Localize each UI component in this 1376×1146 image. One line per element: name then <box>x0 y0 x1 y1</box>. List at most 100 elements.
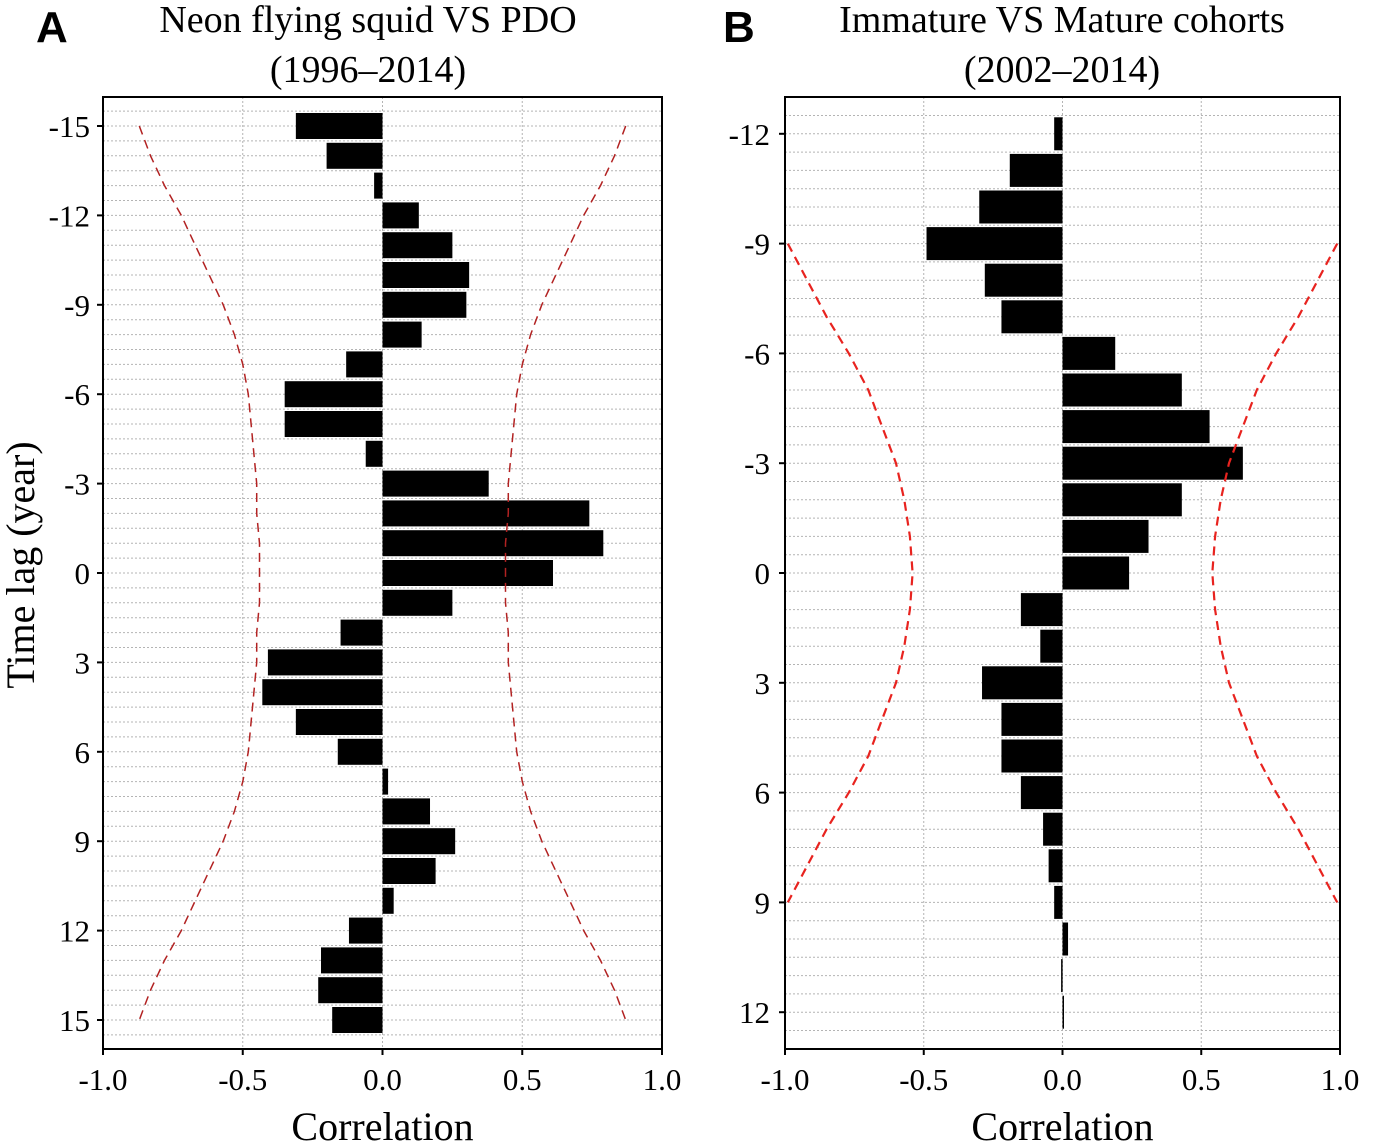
x-tick-label: 1.0 <box>643 1062 682 1097</box>
y-tick-label: -9 <box>64 288 90 323</box>
chart-title-line2: (1996–2014) <box>270 49 466 91</box>
y-tick-label: 12 <box>59 914 90 949</box>
bar-lag--10 <box>382 262 470 288</box>
bar-lag-3 <box>267 649 383 676</box>
bar-lag-13 <box>321 947 383 974</box>
x-tick-label: -1.0 <box>78 1062 127 1097</box>
y-tick-label: 9 <box>755 885 771 920</box>
bar-lag--13 <box>374 172 383 199</box>
bar-lag--7 <box>346 351 383 378</box>
bar-lag--4 <box>365 440 383 467</box>
bar-lag-4 <box>1001 702 1063 736</box>
bar-lag-6 <box>337 738 383 765</box>
bar-lag--2 <box>382 500 590 527</box>
bar-lag--7 <box>1001 300 1063 334</box>
bar-lag-0 <box>1062 556 1130 590</box>
lower-confidence-curve <box>138 125 261 1021</box>
bar-lag-5 <box>295 709 383 735</box>
bar-lag-7 <box>1043 812 1063 846</box>
bar-lag--14 <box>326 142 383 169</box>
bar-lag--5 <box>1062 373 1182 407</box>
upper-confidence-curve <box>1211 243 1339 903</box>
y-axis-label: Time lag (year) <box>0 441 43 688</box>
x-tick-label: 0.5 <box>1182 1062 1221 1097</box>
y-tick-label: -6 <box>64 377 90 412</box>
bar-lag-8 <box>1048 849 1063 883</box>
y-tick-label: -12 <box>49 198 90 233</box>
bar-lag-12 <box>1062 995 1064 1029</box>
bar-lag--11 <box>382 232 453 259</box>
bar-lag--2 <box>1062 483 1182 517</box>
bar-lag-15 <box>332 1007 383 1033</box>
bar-lag--5 <box>284 411 383 437</box>
x-tick-label: 0.0 <box>1043 1062 1082 1097</box>
bar-lag-9 <box>1054 885 1063 919</box>
x-axis-label: Correlation <box>291 1104 473 1146</box>
x-tick-label: 0.0 <box>363 1062 402 1097</box>
x-tick-label: -0.5 <box>899 1062 948 1097</box>
x-tick-label: -0.5 <box>218 1062 267 1097</box>
bar-lag--15 <box>295 113 383 139</box>
bar-lag--3 <box>1062 446 1243 480</box>
bar-lag--6 <box>1062 336 1116 370</box>
bar-lag-0 <box>382 560 553 586</box>
x-tick-label: 0.5 <box>503 1062 542 1097</box>
x-axis-label: Correlation <box>971 1104 1153 1146</box>
bar-lag-11 <box>1061 959 1063 993</box>
y-tick-label: 15 <box>59 1003 90 1038</box>
bar-lag-10 <box>382 858 436 884</box>
y-tick-label: -3 <box>744 446 770 481</box>
panel-letter: A <box>36 3 68 52</box>
bar-lag-12 <box>348 917 383 944</box>
bar-lag-5 <box>1001 739 1063 773</box>
y-tick-label: 6 <box>75 735 91 770</box>
y-tick-label: 0 <box>75 556 91 591</box>
bar-lag-2 <box>340 619 383 646</box>
y-tick-label: 6 <box>755 776 771 811</box>
chart-title-line1: Immature VS Mature cohorts <box>839 0 1285 41</box>
y-tick-label: 9 <box>75 824 91 859</box>
bar-lag--1 <box>382 530 604 557</box>
y-tick-label: -6 <box>744 336 770 371</box>
y-tick-label: 3 <box>75 645 91 680</box>
bar-lag-2 <box>1040 629 1063 663</box>
bar-lag--4 <box>1062 410 1210 444</box>
bar-lag-3 <box>982 666 1063 700</box>
y-tick-label: 0 <box>755 556 771 591</box>
bar-lag--9 <box>382 291 467 318</box>
bar-lag--8 <box>382 321 422 348</box>
bar-lag--11 <box>1009 153 1063 187</box>
bar-lag-6 <box>1020 776 1063 810</box>
bar-lag--6 <box>284 381 383 408</box>
bar-lag-10 <box>1062 922 1069 956</box>
lower-confidence-curve <box>786 243 914 903</box>
bar-lag-8 <box>382 798 431 825</box>
bar-lag--10 <box>979 190 1063 224</box>
x-tick-label: 1.0 <box>1321 1062 1360 1097</box>
bar-lag-7 <box>382 768 389 795</box>
bar-lag-14 <box>318 977 383 1004</box>
bar-lag-1 <box>382 589 453 616</box>
chart-title-line2: (2002–2014) <box>964 49 1160 91</box>
y-tick-label: -15 <box>49 109 90 144</box>
bar-lag--12 <box>382 202 419 229</box>
panel-a: -15 -12 -9 -6 -3 0 3 6 9 12 15 -1.0 -0.5 0.0 0.5 1.0 Cor… <box>0 0 681 1146</box>
upper-confidence-curve <box>504 125 627 1021</box>
bar-lag-4 <box>262 679 383 706</box>
bar-lag--8 <box>984 263 1063 297</box>
bar-lag-9 <box>382 828 456 855</box>
y-tick-label: -12 <box>729 117 770 152</box>
panel-letter: B <box>723 3 755 52</box>
bar-lag--3 <box>382 470 489 497</box>
y-tick-label: -9 <box>744 227 770 262</box>
bar-lag--9 <box>926 227 1063 261</box>
bar-lag--1 <box>1062 519 1149 553</box>
y-tick-label: -3 <box>64 467 90 502</box>
chart-title-line1: Neon flying squid VS PDO <box>159 0 576 41</box>
bar-lag-1 <box>1020 593 1063 627</box>
x-tick-label: -1.0 <box>760 1062 809 1097</box>
bar-lag-11 <box>382 887 394 914</box>
panel-b: -12 -9 -6 -3 0 3 6 9 12 -1.0 -0.5 0.0 0.5 1.0 Correlat… <box>723 0 1359 1146</box>
bar-lag--12 <box>1054 117 1063 151</box>
